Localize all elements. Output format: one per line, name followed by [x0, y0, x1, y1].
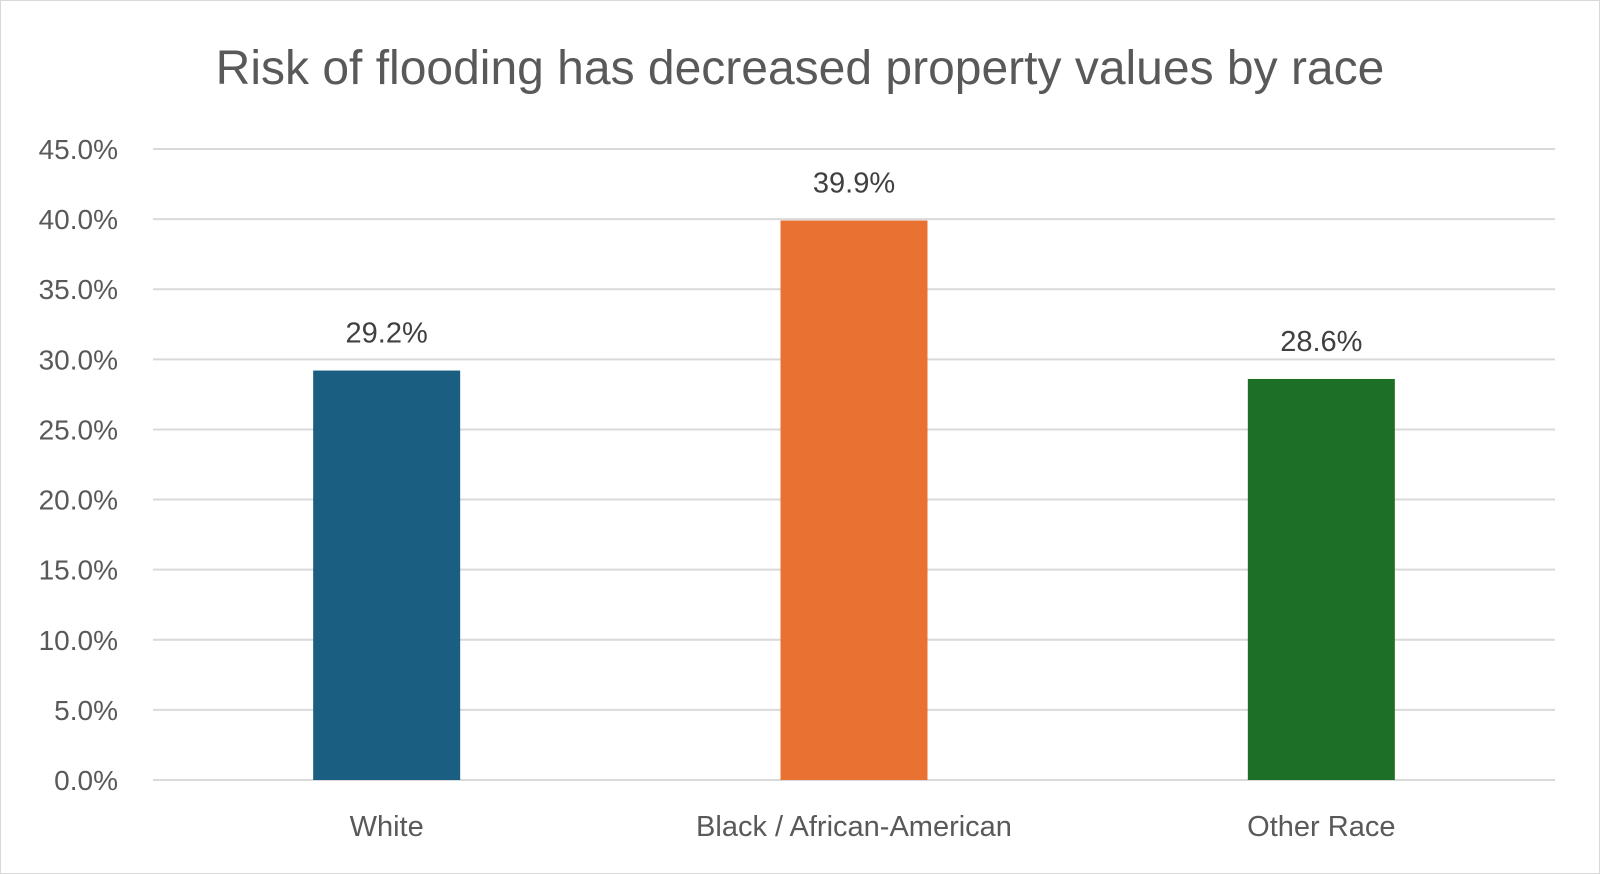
y-tick-label: 25.0%	[39, 414, 118, 445]
y-tick-label: 5.0%	[54, 695, 118, 726]
bar-other-race	[1247, 378, 1395, 780]
data-label: 29.2%	[346, 318, 428, 350]
bar-black-african-american	[780, 220, 928, 781]
y-axis-tick-labels: 0.0% 5.0% 10.0% 15.0% 20.0% 25.0% 30.0% 35.0% 40…	[39, 134, 118, 796]
bars	[313, 220, 1395, 781]
x-category-label: Black / African-American	[696, 811, 1012, 843]
y-tick-label: 30.0%	[39, 344, 118, 375]
data-label: 39.9%	[813, 168, 895, 200]
y-tick-label: 20.0%	[39, 485, 118, 516]
y-tick-label: 10.0%	[39, 625, 118, 656]
data-labels: 29.2% 39.9% 28.6%	[346, 168, 1363, 358]
y-tick-label: 45.0%	[39, 134, 118, 165]
x-category-label: Other Race	[1247, 811, 1395, 843]
bar-white	[313, 370, 461, 780]
y-tick-label: 35.0%	[39, 274, 118, 305]
y-tick-label: 40.0%	[39, 204, 118, 235]
x-category-label: White	[350, 811, 424, 843]
y-tick-label: 0.0%	[54, 765, 118, 796]
y-tick-label: 15.0%	[39, 555, 118, 586]
x-axis-category-labels: White Black / African-American Other Race	[350, 811, 1396, 843]
data-label: 28.6%	[1280, 326, 1362, 358]
chart-title: Risk of flooding has decreased property …	[216, 42, 1385, 95]
